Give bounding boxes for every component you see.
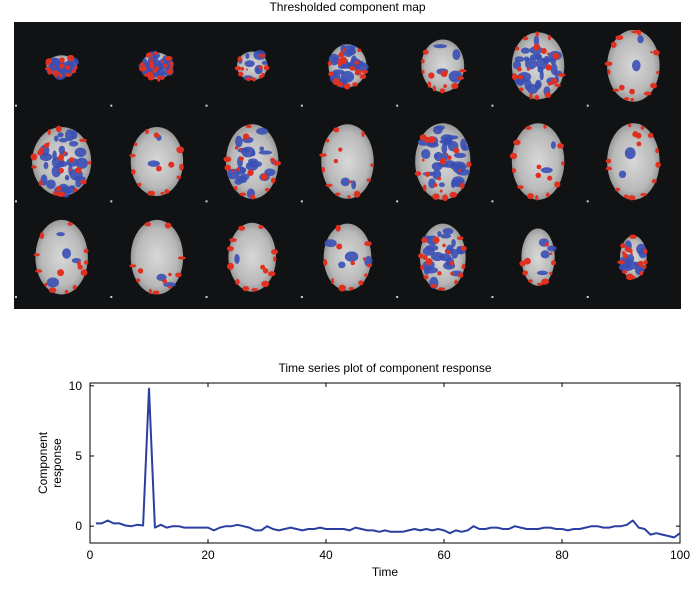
- brain-slice: [30, 125, 92, 198]
- slice-marker: [110, 104, 113, 107]
- slice-marker: [205, 296, 208, 298]
- slice-marker: [110, 296, 113, 298]
- brain-slice: [511, 31, 566, 101]
- slice-marker: [396, 296, 399, 298]
- brain-slice: [617, 234, 648, 281]
- y-axis-label: Componentresponse: [36, 431, 64, 494]
- y-tick-label: 0: [75, 519, 82, 533]
- x-tick-label: 100: [670, 548, 690, 562]
- brain-slice: [226, 222, 279, 292]
- x-tick-label: 60: [437, 548, 451, 562]
- brain-slice: [418, 223, 467, 291]
- slice-marker: [300, 104, 303, 107]
- slice-marker: [586, 296, 589, 298]
- brain-slice: [605, 123, 661, 201]
- slice-marker: [15, 296, 17, 298]
- series-line: [95, 387, 681, 539]
- slice-marker: [300, 296, 303, 298]
- slice-marker: [586, 104, 589, 107]
- x-tick-label: 80: [555, 548, 569, 562]
- plot-frame: [89, 382, 681, 544]
- brain-slice: [138, 50, 174, 82]
- brain-slice: [223, 124, 282, 200]
- y-tick-label: 10: [69, 379, 83, 393]
- brain-slice: [414, 123, 472, 202]
- y-tick-label: 5: [75, 449, 82, 463]
- map-title: Thresholded component map: [269, 0, 426, 14]
- x-axis-label: Time: [372, 565, 399, 579]
- x-tick-label: 0: [87, 548, 94, 562]
- brain-slice: [319, 124, 375, 199]
- slice-marker: [491, 296, 494, 298]
- brain-slice: [129, 127, 185, 196]
- slice-marker: [396, 200, 399, 203]
- brain-slice: [234, 50, 270, 82]
- x-tick-label: 40: [319, 548, 333, 562]
- brain-slice: [323, 223, 373, 292]
- brain-slice: [420, 39, 467, 94]
- brain-slice: [604, 29, 660, 102]
- brain-slice: [33, 219, 89, 295]
- slice-marker: [491, 200, 494, 203]
- slice-marker: [110, 200, 113, 203]
- brain-slice: [327, 43, 369, 90]
- brain-slices: [15, 29, 661, 298]
- brain-slice: [509, 123, 565, 201]
- brain-slice: [45, 54, 79, 80]
- timeseries-title: Time series plot of component response: [278, 361, 492, 375]
- brain-slice: [129, 219, 186, 295]
- slice-marker: [396, 104, 399, 107]
- slice-marker: [300, 200, 303, 203]
- slice-marker: [205, 200, 208, 203]
- x-tick-label: 20: [201, 548, 215, 562]
- slice-marker: [586, 200, 589, 203]
- slice-marker: [205, 104, 208, 107]
- brain-map-panel: [14, 22, 681, 309]
- slice-marker: [15, 200, 17, 203]
- brain-slice: [519, 228, 557, 286]
- slice-marker: [15, 104, 17, 107]
- slice-marker: [491, 104, 494, 107]
